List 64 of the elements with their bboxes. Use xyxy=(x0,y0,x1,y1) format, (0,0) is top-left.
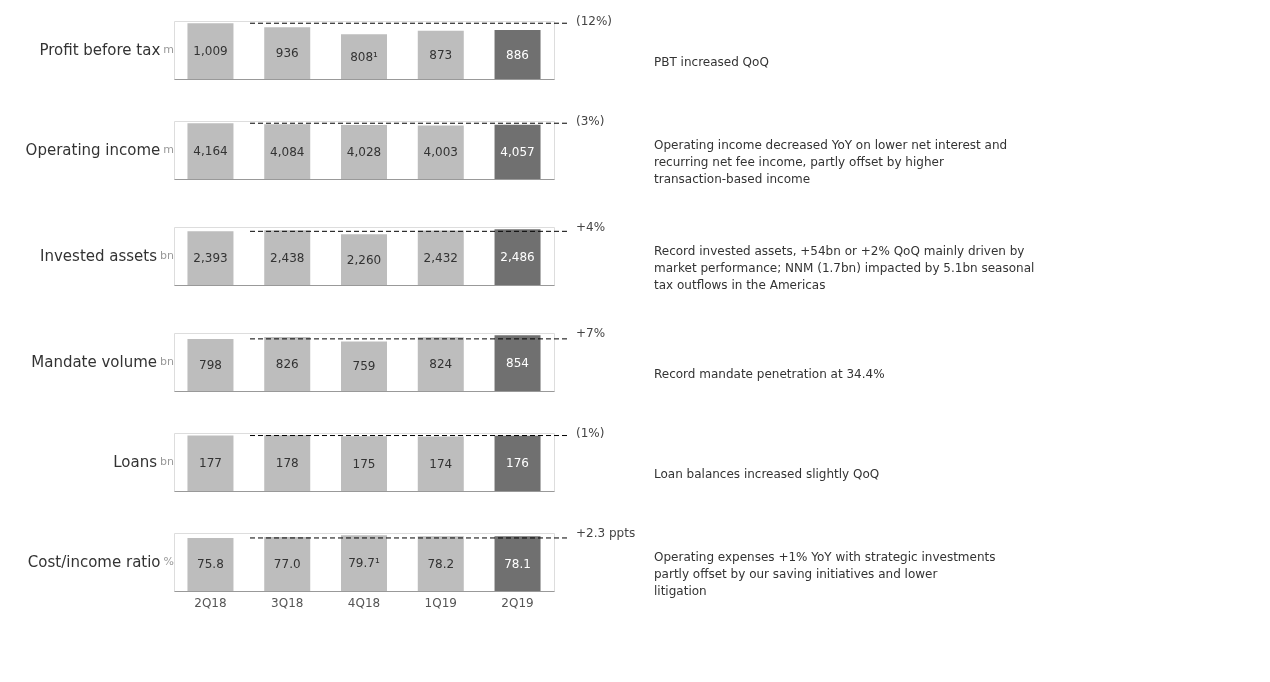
text: % xyxy=(163,555,174,568)
x-tick-label: 2Q19 xyxy=(501,595,534,610)
data-label: 2,438 xyxy=(270,250,305,265)
text: (1%) xyxy=(576,426,605,440)
text: Loan balances increased slightly QoQ xyxy=(654,467,880,481)
data-label: 824 xyxy=(429,357,453,372)
data-label: 873 xyxy=(429,47,453,62)
text: Cost/income ratio xyxy=(27,553,161,571)
bar xyxy=(341,34,387,79)
data-label: 886 xyxy=(506,47,529,62)
data-label: 936 xyxy=(275,46,299,61)
data-label: 4,084 xyxy=(270,144,305,159)
data-label: 177 xyxy=(199,456,222,471)
text: (3%) xyxy=(576,114,605,128)
data-label: 78.2 xyxy=(427,556,455,571)
x-tick-label: 1Q19 xyxy=(424,595,457,610)
data-label: 178 xyxy=(275,456,299,471)
data-label: 1,009 xyxy=(193,44,228,59)
data-label: 176 xyxy=(506,456,529,471)
data-label: 798 xyxy=(199,357,222,372)
x-tick-label: 3Q18 xyxy=(271,595,304,610)
bar xyxy=(187,23,234,79)
data-label: 4,028 xyxy=(346,145,382,160)
text: +2.3 ppts xyxy=(576,526,636,540)
data-label: 854 xyxy=(506,356,529,371)
data-label: 808¹ xyxy=(350,49,379,64)
text: m xyxy=(163,143,174,156)
text: PBT increased QoQ xyxy=(654,55,769,69)
text: Mandate volume xyxy=(31,353,158,371)
text: Profit before tax xyxy=(39,41,161,59)
text: Operating expenses +1% YoY with strategic investments partly offset by our saving initiatives and lower litigation xyxy=(654,550,996,598)
text: bn xyxy=(160,455,175,468)
text: bn xyxy=(160,355,175,368)
bar xyxy=(264,27,311,79)
data-label: 4,164 xyxy=(193,144,228,159)
data-label: 79.7¹ xyxy=(348,556,380,571)
data-label: 759 xyxy=(352,359,376,374)
text: m xyxy=(163,43,174,56)
x-tick-label: 4Q18 xyxy=(347,595,381,610)
x-tick-label: 2Q18 xyxy=(194,595,227,610)
data-label: 2,432 xyxy=(423,250,458,265)
data-label: 4,003 xyxy=(423,145,458,160)
data-label: 78.1 xyxy=(504,556,531,571)
data-label: 2,260 xyxy=(346,252,382,267)
data-label: 2,486 xyxy=(500,250,535,265)
data-label: 4,057 xyxy=(500,144,535,159)
text: Record invested assets, +54bn or +2% QoQ mainly driven by market performance; NNM (1.7bn) impacted by 5.1bn seasonal tax outflows in the Americas xyxy=(654,244,1035,292)
data-label: 826 xyxy=(275,357,299,372)
data-label: 175 xyxy=(352,456,376,471)
text: bn xyxy=(160,249,175,262)
text: Invested assets xyxy=(40,247,158,265)
data-label: 2,393 xyxy=(193,251,228,266)
data-label: 174 xyxy=(429,456,453,471)
data-label: 77.0 xyxy=(273,557,301,572)
text: Loans xyxy=(113,453,158,471)
text: +4% xyxy=(576,220,606,234)
text: Operating income xyxy=(25,141,161,159)
data-label: 75.8 xyxy=(197,557,224,572)
text: Record mandate penetration at 34.4% xyxy=(654,367,885,381)
text: (12%) xyxy=(576,14,613,28)
text: +7% xyxy=(576,326,606,340)
bar xyxy=(417,30,464,79)
text: Operating income decreased YoY on lower net interest and recurring net fee income, partly offset by higher transaction-based income xyxy=(654,138,1008,186)
bar xyxy=(494,30,541,79)
